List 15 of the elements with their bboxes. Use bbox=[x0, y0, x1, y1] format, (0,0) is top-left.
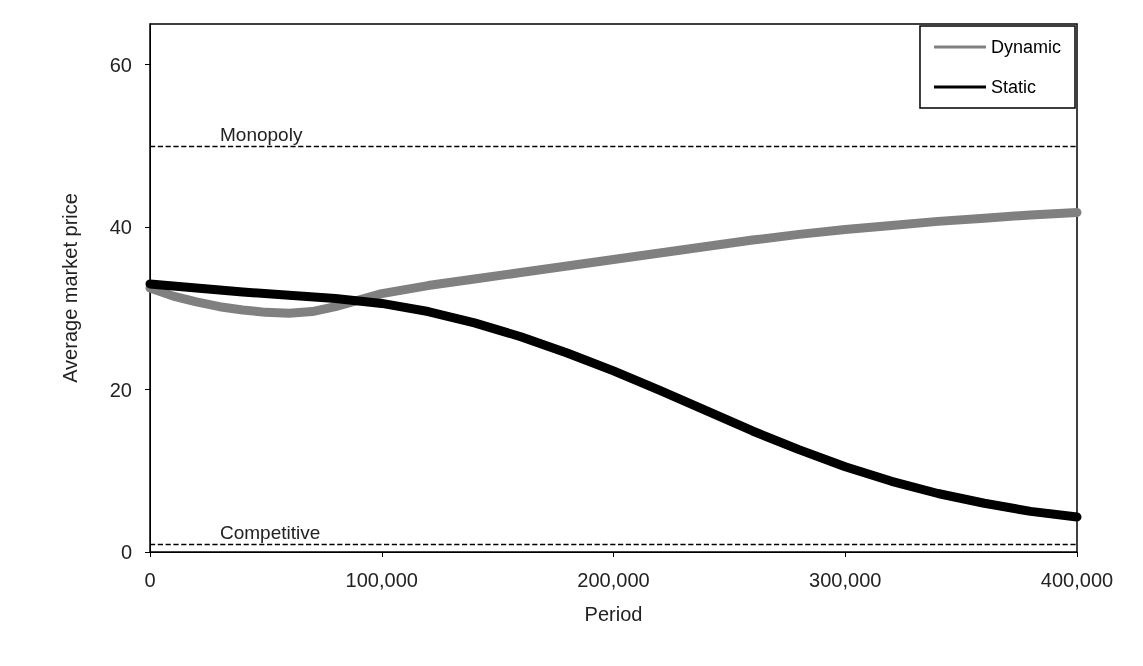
x-tick-label: 100,000 bbox=[345, 569, 418, 591]
legend-label: Dynamic bbox=[990, 37, 1061, 57]
ref-line-label: Monopoly bbox=[220, 123, 303, 145]
y-tick-label: 0 bbox=[120, 541, 132, 563]
legend-label: Static bbox=[990, 77, 1037, 97]
x-tick-label: 200,000 bbox=[577, 569, 650, 591]
x-tick-label: 0 bbox=[144, 569, 156, 591]
x-tick-label: 300,000 bbox=[809, 569, 882, 591]
ref-line-label: Competitive bbox=[220, 521, 321, 543]
y-tick-label: 40 bbox=[109, 216, 132, 239]
x-axis-title: Period bbox=[584, 603, 643, 625]
y-tick-label: 60 bbox=[109, 53, 132, 76]
y-tick-label: 20 bbox=[109, 378, 132, 401]
y-axis-title: Average market price bbox=[59, 193, 81, 383]
x-tick-label: 400,000 bbox=[1040, 569, 1114, 591]
